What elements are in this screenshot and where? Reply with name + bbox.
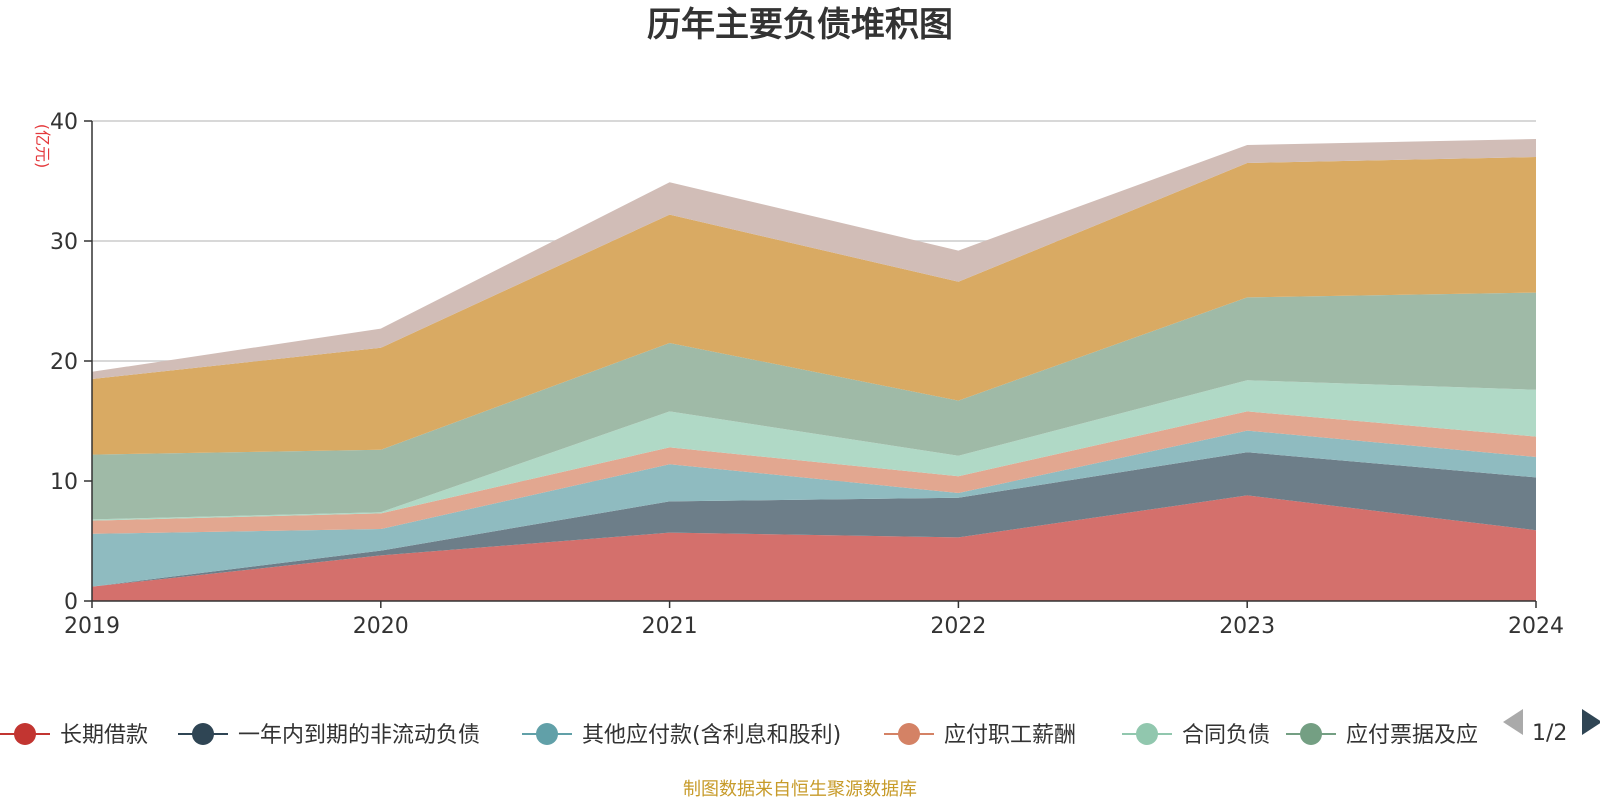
area-series-6 bbox=[92, 292, 1536, 520]
area-series-3 bbox=[92, 430, 1536, 587]
y-tick-label: 0 bbox=[64, 590, 78, 615]
area-series-1 bbox=[92, 495, 1536, 601]
legend-label: 应付职工薪酬 bbox=[944, 723, 1076, 748]
chart-title: 历年主要负债堆积图 bbox=[647, 5, 953, 45]
x-tick-label: 2023 bbox=[1219, 614, 1275, 639]
y-tick-label: 20 bbox=[50, 350, 78, 375]
area-series-5 bbox=[92, 380, 1536, 521]
legend[interactable]: 长期借款 一年内到期的非流动负债 其他应付款(含利息和股利) 应付职工薪酬 合同负债 应付… bbox=[0, 723, 1478, 748]
legend-label: 长期借款 bbox=[60, 723, 148, 748]
x-tick-label: 2019 bbox=[64, 614, 120, 639]
triangle-right-icon[interactable] bbox=[1582, 709, 1600, 735]
area-series-7 bbox=[92, 157, 1536, 455]
legend-marker-icon bbox=[898, 723, 920, 745]
area-series-2 bbox=[92, 452, 1536, 587]
area-series-4 bbox=[92, 411, 1536, 534]
legend-item-2[interactable]: 一年内到期的非流动负债 bbox=[178, 723, 480, 748]
legend-item-1[interactable]: 长期借款 bbox=[0, 723, 148, 748]
y-tick-label: 40 bbox=[50, 110, 78, 135]
triangle-left-icon[interactable] bbox=[1503, 709, 1523, 735]
area-series-group bbox=[92, 139, 1536, 601]
area-series-8 bbox=[92, 139, 1536, 379]
legend-label: 应付票据及应 bbox=[1346, 723, 1478, 748]
legend-marker-icon bbox=[536, 723, 558, 745]
y-tick-label: 10 bbox=[50, 470, 78, 495]
x-tick-label: 2020 bbox=[353, 614, 409, 639]
y-axis-unit-label: (亿元) bbox=[33, 124, 52, 169]
legend-pager[interactable]: 1/2 bbox=[1503, 709, 1600, 746]
legend-label: 一年内到期的非流动负债 bbox=[238, 723, 480, 748]
x-tick-label: 2024 bbox=[1508, 614, 1564, 639]
legend-item-4[interactable]: 应付职工薪酬 bbox=[884, 723, 1076, 748]
legend-label: 其他应付款(含利息和股利) bbox=[582, 723, 841, 748]
x-tick-label: 2021 bbox=[642, 614, 698, 639]
legend-item-5[interactable]: 合同负债 bbox=[1122, 723, 1270, 748]
legend-marker-icon bbox=[192, 723, 214, 745]
legend-item-3[interactable]: 其他应付款(含利息和股利) bbox=[522, 723, 841, 748]
axes: 0 10 20 30 40 2019 2020 2021 2022 2023 2024 bbox=[50, 110, 1564, 639]
legend-label: 合同负债 bbox=[1182, 723, 1270, 748]
y-tick-label: 30 bbox=[50, 230, 78, 255]
x-tick-label: 2022 bbox=[930, 614, 986, 639]
legend-page-indicator: 1/2 bbox=[1532, 721, 1567, 746]
legend-marker-icon bbox=[14, 723, 36, 745]
legend-marker-icon bbox=[1300, 723, 1322, 745]
data-source-note: 制图数据来自恒生聚源数据库 bbox=[683, 779, 917, 800]
legend-item-6[interactable]: 应付票据及应 bbox=[1286, 723, 1478, 748]
legend-marker-icon bbox=[1136, 723, 1158, 745]
